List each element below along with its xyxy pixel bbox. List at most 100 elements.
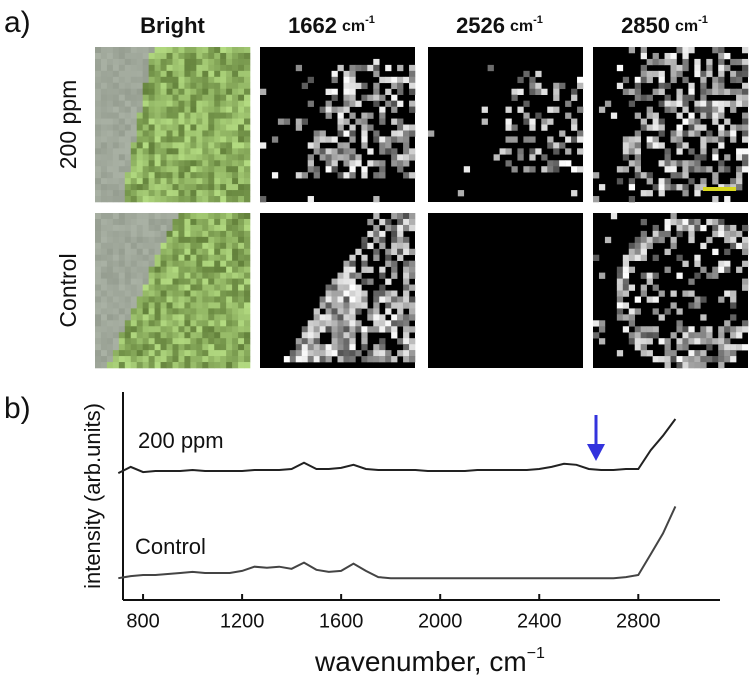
pixel	[361, 94, 368, 101]
pixel	[166, 278, 173, 285]
pixel	[676, 344, 683, 351]
pixel	[349, 154, 356, 161]
pixel	[349, 350, 356, 357]
pixel	[238, 266, 245, 273]
pixel	[367, 160, 374, 167]
pixel	[160, 47, 167, 54]
pixel	[124, 142, 132, 149]
pixel	[112, 172, 120, 179]
pixel	[547, 118, 554, 125]
pixel	[196, 190, 203, 197]
pixel	[361, 290, 368, 297]
pixel	[100, 160, 108, 167]
pixel	[166, 100, 173, 107]
pixel	[202, 266, 209, 273]
pixel	[232, 230, 239, 238]
pixel	[118, 362, 126, 369]
pixel	[355, 308, 362, 315]
pixel	[160, 196, 167, 203]
pixel	[112, 118, 120, 125]
pixel	[160, 130, 167, 137]
pixel	[124, 362, 132, 369]
pixel	[409, 154, 416, 161]
pixel	[385, 248, 392, 256]
pixel	[700, 112, 707, 119]
pixel	[226, 166, 233, 173]
pixel	[106, 320, 114, 327]
pixel	[283, 356, 291, 363]
pixel	[634, 254, 641, 261]
pixel	[148, 326, 155, 333]
pixel	[118, 314, 126, 321]
pixel	[95, 94, 102, 101]
pixel	[640, 254, 647, 261]
pixel	[160, 118, 167, 125]
pixel	[142, 326, 149, 333]
pixel	[142, 106, 149, 113]
pixel	[742, 124, 749, 131]
pixel	[208, 76, 215, 84]
pixel	[184, 160, 191, 167]
pixel	[208, 218, 215, 226]
pixel	[118, 326, 126, 333]
pixel	[664, 344, 671, 351]
pixel	[553, 88, 560, 95]
pixel	[190, 94, 197, 101]
pixel	[463, 166, 471, 173]
pixel	[688, 178, 695, 185]
pixel	[202, 248, 209, 256]
pixel	[403, 320, 410, 327]
pixel	[361, 64, 368, 72]
pixel	[184, 260, 191, 267]
pixel	[112, 308, 120, 315]
pixel	[148, 136, 155, 143]
pixel	[349, 272, 356, 279]
pixel	[349, 302, 356, 309]
pixel	[166, 64, 173, 72]
pixel	[664, 94, 671, 101]
pixel	[670, 218, 677, 226]
pixel	[664, 178, 671, 185]
pixel	[196, 218, 203, 226]
pixel	[700, 326, 707, 333]
pixel	[220, 230, 227, 238]
pixel	[409, 344, 416, 351]
pixel	[166, 236, 173, 244]
pixel	[730, 332, 737, 339]
pixel	[331, 284, 338, 291]
pixel	[337, 154, 344, 161]
pixel	[100, 242, 108, 250]
pixel	[166, 47, 173, 54]
pixel	[676, 94, 683, 101]
pixel	[577, 136, 584, 143]
pixel	[682, 344, 689, 351]
pixel	[622, 148, 630, 155]
pixel	[712, 76, 719, 84]
pixel	[226, 106, 233, 113]
pixel	[208, 82, 215, 90]
pixel	[244, 47, 251, 54]
pixel	[202, 118, 209, 125]
pixel	[640, 284, 647, 291]
pixel	[694, 302, 701, 309]
pixel	[95, 272, 102, 279]
pixel	[214, 196, 221, 203]
pixel	[640, 70, 647, 78]
pixel	[724, 130, 731, 137]
pixel	[232, 58, 239, 66]
pixel	[373, 70, 380, 78]
pixel	[730, 344, 737, 351]
pixel	[178, 136, 185, 143]
pixel	[130, 70, 138, 78]
pixel	[112, 362, 120, 369]
pixel	[106, 136, 114, 143]
pixel	[712, 230, 719, 238]
pixel	[178, 350, 185, 357]
pixel	[106, 338, 114, 345]
pixel	[616, 64, 624, 72]
pixel	[244, 70, 251, 78]
pixel	[640, 332, 647, 339]
pixel	[373, 248, 380, 256]
pixel	[232, 148, 239, 155]
pixel	[664, 52, 671, 60]
